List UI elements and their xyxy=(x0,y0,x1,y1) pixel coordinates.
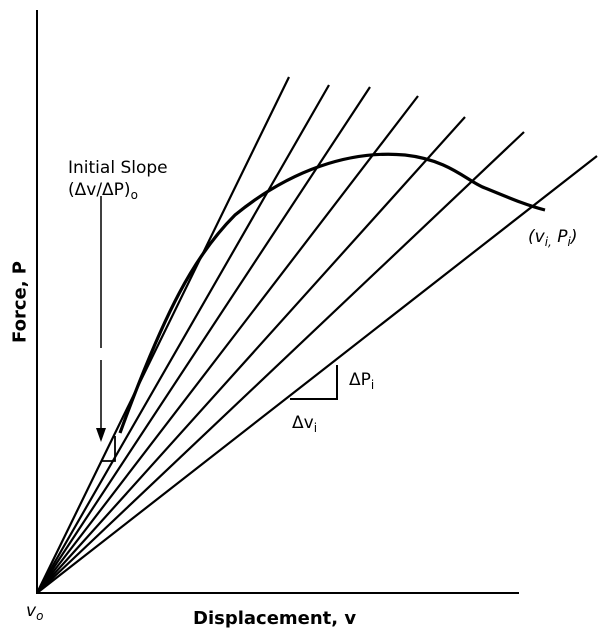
force-displacement-curve xyxy=(118,152,546,434)
y-axis-title: Force, P xyxy=(9,261,31,343)
initial-slope-title: Initial Slope xyxy=(68,158,168,178)
initial-slope-arrow-head xyxy=(96,428,106,442)
increment-triangle xyxy=(290,365,338,400)
secant-line-2 xyxy=(36,84,330,594)
delta-v-label: Δvi xyxy=(292,413,318,435)
delta-p-label: ΔPi xyxy=(349,370,375,392)
secant-line-4 xyxy=(36,95,419,594)
secant-line-3 xyxy=(36,86,371,594)
secant-line-1 xyxy=(36,76,290,594)
end-point-label: (vi, Pi) xyxy=(528,227,578,249)
origin-label: vo xyxy=(26,601,44,623)
initial-slope-ratio: (Δv/ΔP)o xyxy=(68,180,138,202)
initial-slope-label: Initial Slope (Δv/ΔP)o xyxy=(68,157,168,206)
x-axis-title: Displacement, v xyxy=(193,608,357,629)
secant-line-7 xyxy=(36,155,598,594)
secant-line-6 xyxy=(36,131,525,594)
initial-slope-triangle xyxy=(102,436,116,462)
secant-lines xyxy=(36,76,598,594)
secant-line-5 xyxy=(36,116,466,594)
